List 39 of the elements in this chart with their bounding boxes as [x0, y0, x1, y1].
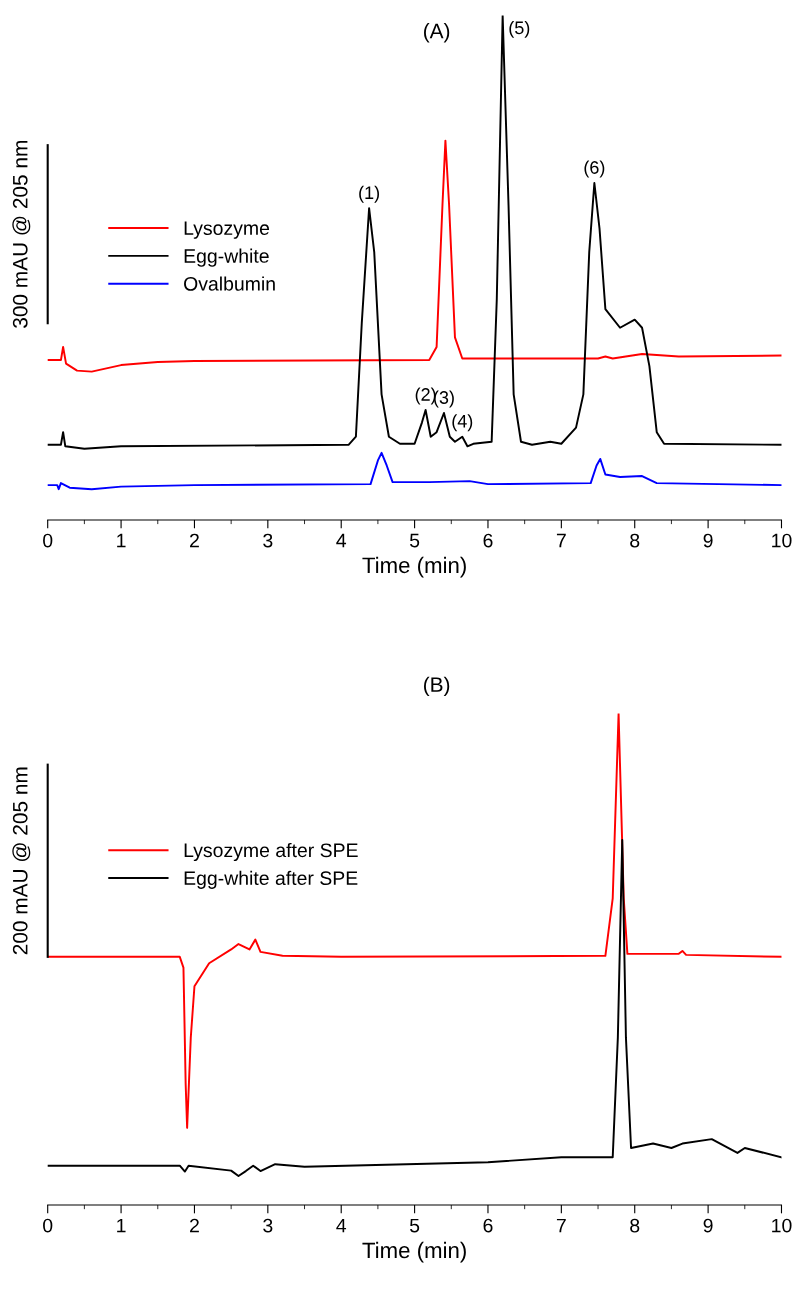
legend-label: Egg-white after SPE: [184, 870, 358, 889]
legend-label: Lysozyme after SPE: [184, 842, 358, 862]
x-tick-label: 2: [190, 533, 199, 548]
x-tick-label: 1: [117, 533, 126, 548]
x-axis-title: Time (min): [362, 556, 466, 578]
x-tick-label: 10: [772, 1218, 792, 1233]
x-tick-label: 4: [336, 1218, 347, 1233]
annotation: (1): [359, 185, 380, 203]
annotation: (4): [452, 414, 473, 432]
x-tick-label: 10: [772, 533, 792, 548]
annotation: (6): [584, 160, 605, 178]
legend-label: Ovalbumin: [184, 276, 275, 291]
x-tick-label: 3: [263, 533, 273, 548]
x-tick-label: 6: [483, 1218, 493, 1233]
x-tick-label: 0: [43, 1218, 53, 1233]
x-tick-label: 3: [263, 1218, 273, 1233]
x-tick-label: 9: [703, 1218, 713, 1233]
x-tick-label: 2: [190, 1218, 199, 1233]
x-tick-label: 4: [336, 533, 347, 548]
x-tick-label: 0: [43, 533, 53, 548]
x-tick-label: 8: [630, 533, 640, 548]
legend-label: Egg-white: [184, 248, 269, 267]
x-tick-label: 7: [556, 1218, 566, 1233]
x-tick-label: 5: [409, 1218, 420, 1233]
annotation: (3): [434, 390, 454, 408]
x-tick-label: 7: [556, 533, 566, 548]
x-axis-title: Time (min): [362, 1241, 466, 1263]
y-axis-title: 200 mAU @ 205 nm: [12, 767, 31, 955]
chart-title: (B): [424, 676, 450, 697]
x-tick-label: 8: [630, 1218, 640, 1233]
x-tick-label: 6: [483, 533, 493, 548]
y-axis-title: 300 mAU @ 205 nm: [12, 141, 31, 328]
chart-title: (A): [424, 23, 450, 43]
annotation: (2): [415, 387, 436, 405]
x-tick-label: 9: [703, 533, 713, 548]
legend-label: Lysozyme: [184, 221, 270, 239]
annotation: (5): [509, 20, 530, 38]
x-tick-label: 5: [409, 533, 420, 548]
x-tick-label: 1: [117, 1218, 126, 1233]
